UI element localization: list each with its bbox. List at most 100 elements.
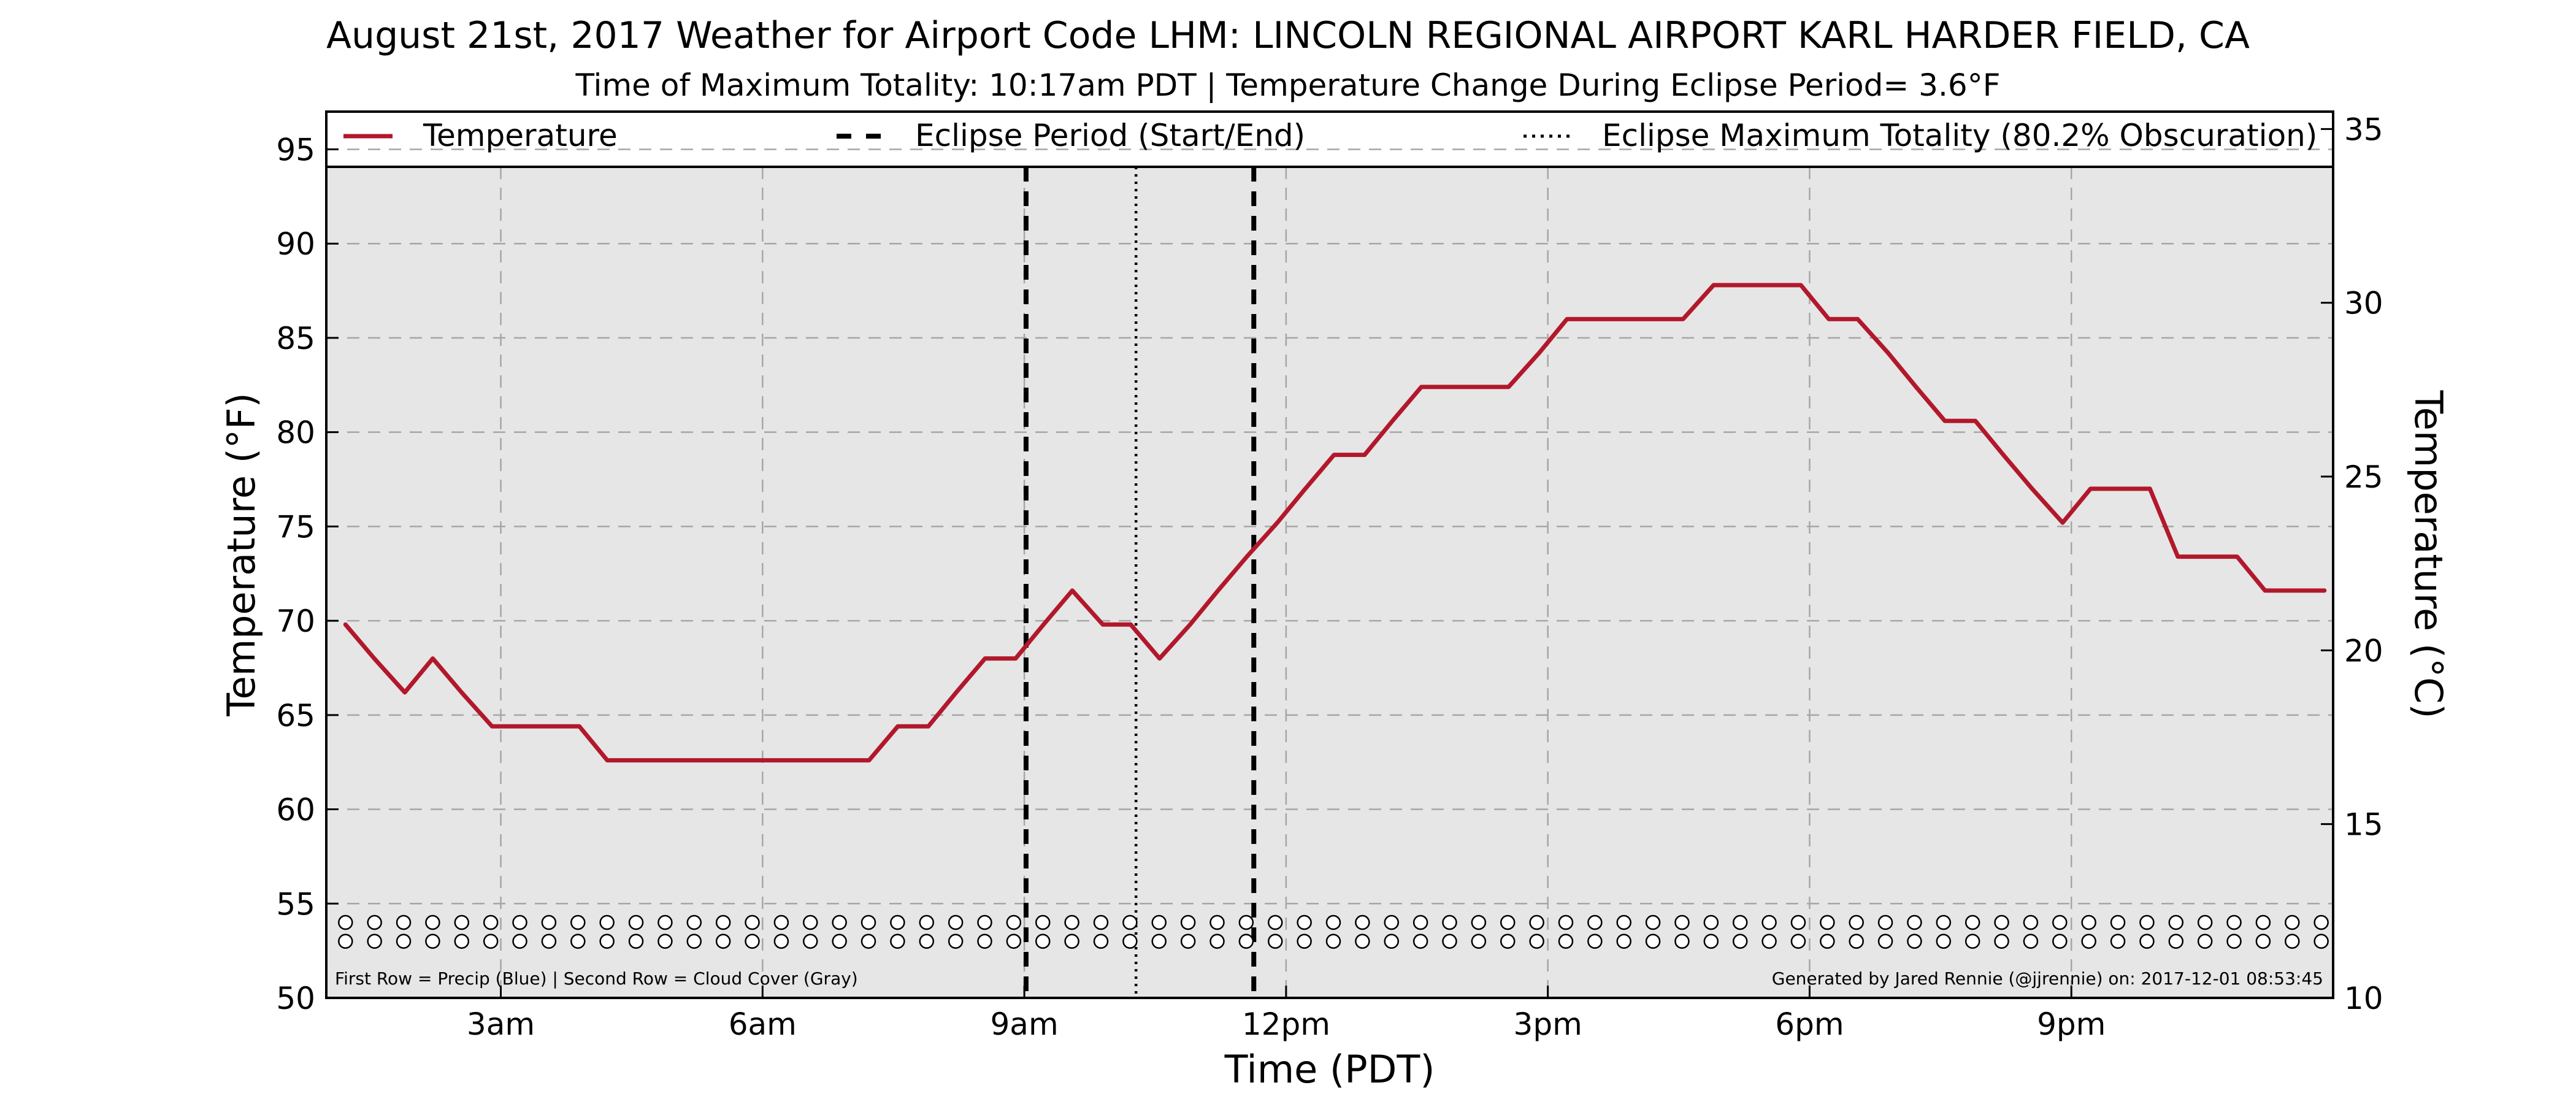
precip-marker-4 [454,914,470,930]
cloud-cover-marker-6 [512,933,527,949]
precip-marker-35 [1355,914,1370,930]
cloud-cover-marker-13 [715,933,731,949]
y-tick-label-50: 50 [276,981,315,1016]
precip-marker-28 [1151,914,1167,930]
precip-marker-23 [1006,914,1022,930]
cloud-cover-marker-11 [657,933,673,949]
y-tick-label-75: 75 [276,509,315,545]
precip-marker-12 [686,914,702,930]
cloud-cover-marker-65 [2226,933,2242,949]
subtitle-unit: °F [1968,67,2001,103]
cloud-cover-marker-38 [1442,933,1457,949]
chart-subtitle: Time of Maximum Totality: 10:17am PDT | … [575,67,2001,103]
precip-marker-13 [715,914,731,930]
cloud-cover-marker-55 [1936,933,1952,949]
cloud-cover-marker-66 [2255,933,2271,949]
subtitle-text: Time of Maximum Totality: 10:17am PDT | … [575,67,1968,103]
y-tick-label-90: 90 [276,226,315,262]
precip-marker-37 [1413,914,1428,930]
cloud-cover-marker-45 [1645,933,1661,949]
x-axis-ticks: 3am 6am 9am 12pm 3pm 6pm 9pm [467,986,2106,1042]
precip-marker-33 [1297,914,1312,930]
y-tick-label-85: 85 [276,321,315,356]
precip-marker-26 [1093,914,1109,930]
precip-marker-0 [338,914,353,930]
y-tick-label-60: 60 [276,792,315,828]
precip-marker-47 [1703,914,1719,930]
cloud-cover-marker-16 [803,933,818,949]
precip-marker-5 [483,914,499,930]
cloud-cover-marker-46 [1674,933,1690,949]
y-tick-label-80: 80 [276,415,315,451]
cloud-cover-marker-33 [1297,933,1312,949]
y2-axis-label: Temperature (°C) [2406,389,2451,718]
precip-marker-41 [1529,914,1544,930]
precip-marker-51 [1820,914,1835,930]
precip-marker-63 [2168,914,2184,930]
precip-marker-22 [977,914,992,930]
precip-marker-1 [367,914,382,930]
precip-marker-24 [1035,914,1051,930]
cloud-cover-marker-56 [1965,933,1980,949]
precip-marker-39 [1471,914,1487,930]
cloud-cover-marker-8 [570,933,586,949]
cloud-cover-marker-15 [773,933,789,949]
cloud-cover-marker-27 [1122,933,1138,949]
precip-marker-44 [1616,914,1631,930]
precip-marker-59 [2052,914,2068,930]
precip-marker-17 [832,914,847,930]
y-tick-label-65: 65 [276,698,315,734]
cloud-cover-marker-4 [454,933,470,949]
precip-marker-38 [1442,914,1457,930]
x-tick-label-3am: 3am [467,1006,535,1042]
precip-marker-66 [2255,914,2271,930]
cloud-cover-marker-67 [2285,933,2300,949]
annotation-bottom-left: First Row = Precip (Blue) | Second Row =… [335,968,858,989]
weather-marker-rows [338,914,2329,949]
precip-marker-60 [2081,914,2096,930]
x-tick-label-9pm: 9pm [2037,1006,2106,1042]
precip-marker-11 [657,914,673,930]
cloud-cover-marker-21 [948,933,964,949]
cloud-cover-marker-3 [425,933,440,949]
legend: Temperature Eclipse Period (Start/End) E… [343,118,2317,153]
precip-marker-30 [1209,914,1225,930]
series-layer [343,283,2327,763]
y-axis-label: Temperature (°F) [219,393,264,716]
precip-marker-50 [1790,914,1806,930]
y2-tick-label-20: 20 [2344,633,2383,669]
precip-marker-62 [2139,914,2155,930]
precip-marker-57 [1994,914,2009,930]
precip-marker-16 [803,914,818,930]
plot-frame [325,110,2334,999]
precip-marker-43 [1587,914,1603,930]
cloud-cover-marker-43 [1587,933,1603,949]
cloud-cover-marker-52 [1849,933,1864,949]
precip-marker-61 [2110,914,2126,930]
cloud-cover-marker-7 [541,933,557,949]
y2-tick-label-35: 35 [2344,112,2383,147]
precip-marker-15 [773,914,789,930]
precip-marker-27 [1122,914,1138,930]
cloud-cover-marker-5 [483,933,499,949]
cloud-cover-marker-2 [396,933,412,949]
precip-marker-19 [890,914,905,930]
legend-label-temperature: Temperature [423,118,618,153]
cloud-cover-marker-51 [1820,933,1835,949]
precip-marker-31 [1238,914,1254,930]
cloud-cover-marker-57 [1994,933,2009,949]
cloud-cover-marker-53 [1877,933,1893,949]
y-axis-ticks: 50 55 60 65 70 75 80 85 90 95 [276,132,339,1016]
cloud-cover-marker-24 [1035,933,1051,949]
cloud-cover-marker-68 [2313,933,2329,949]
precip-marker-55 [1936,914,1952,930]
precip-marker-65 [2226,914,2242,930]
cloud-cover-marker-54 [1907,933,1922,949]
cloud-cover-marker-64 [2197,933,2213,949]
cloud-cover-marker-48 [1732,933,1748,949]
x-axis-label: Time (PDT) [1224,1047,1435,1092]
x-tick-label-12pm: 12pm [1242,1006,1330,1042]
cloud-cover-marker-1 [367,933,382,949]
precip-marker-40 [1500,914,1516,930]
